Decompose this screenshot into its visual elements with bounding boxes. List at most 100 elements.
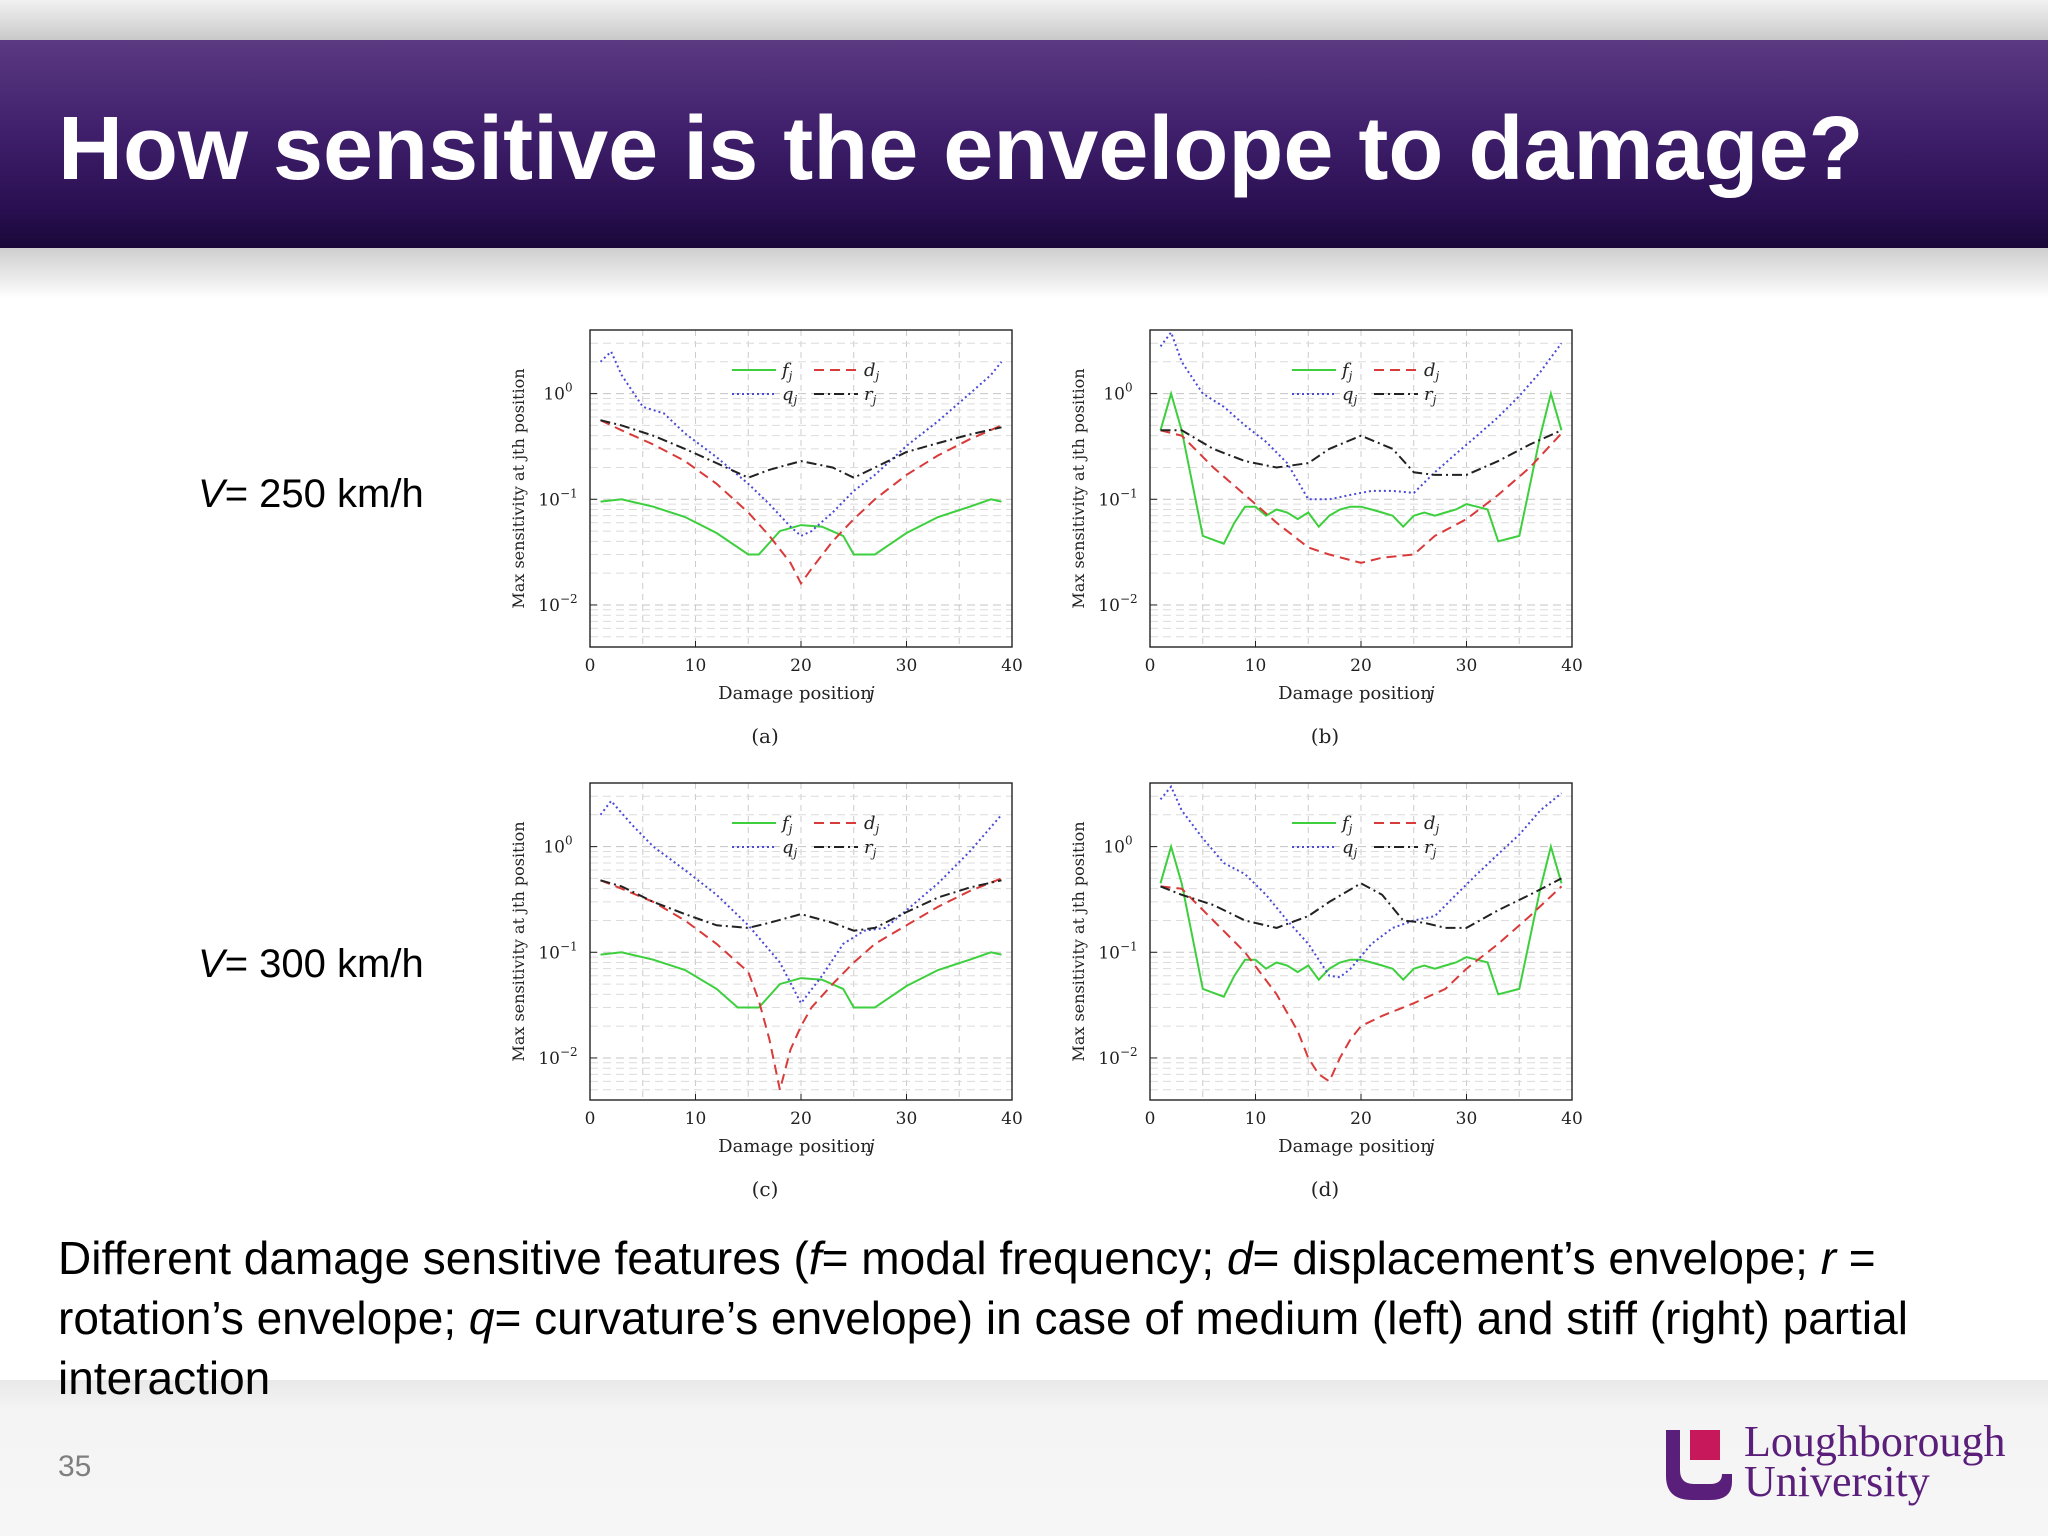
- legend: fj dj qj rj: [732, 360, 880, 407]
- panel-label: (b): [1311, 724, 1339, 748]
- y-tick-label: 100: [1103, 834, 1132, 858]
- series-line-f: [600, 951, 1002, 1009]
- title-banner: How sensitive is the envelope to damage?: [0, 40, 2048, 248]
- y-tick-label: 10−2: [1098, 1045, 1137, 1069]
- x-axis-label-j: j: [1425, 683, 1435, 704]
- x-axis-label: Damage position: [718, 683, 872, 704]
- legend-label: dj: [1424, 360, 1440, 383]
- x-tick-label: 20: [1350, 1109, 1372, 1129]
- legend-label: fj: [1340, 813, 1353, 836]
- caption: Different damage sensitive features (f= …: [58, 1228, 2018, 1408]
- series-line-r: [600, 879, 1002, 932]
- x-tick-label: 0: [1145, 1109, 1156, 1129]
- panel-label: (a): [751, 724, 779, 748]
- x-tick-label: 10: [685, 656, 707, 676]
- legend-label: qj: [782, 384, 798, 407]
- series-line-q: [1159, 330, 1563, 501]
- legend-label: rj: [864, 837, 877, 860]
- x-axis-label: Damage position: [718, 1136, 872, 1157]
- x-tick-label: 10: [1245, 656, 1267, 676]
- series-line-d: [600, 419, 1002, 586]
- grid: [589, 329, 1013, 648]
- velocity-symbol: V: [198, 472, 225, 516]
- velocity-value: = 250 km/h: [224, 472, 424, 516]
- legend-label: qj: [1342, 384, 1358, 407]
- y-tick-label: 100: [543, 834, 572, 858]
- row-label-250: V= 250 km/h: [198, 472, 424, 517]
- y-axis-label: Max sensitivity at jth position: [509, 821, 528, 1061]
- y-axis-label: Max sensitivity at jth position: [1069, 821, 1088, 1061]
- logo-mark-icon: [1666, 1430, 1732, 1500]
- velocity-value: = 300 km/h: [224, 942, 424, 986]
- x-tick-label: 20: [790, 1109, 812, 1129]
- series-line-d: [600, 877, 1002, 1091]
- y-tick-label: 10−1: [1098, 939, 1137, 963]
- legend-label: fj: [780, 360, 793, 383]
- top-strip: [0, 0, 2048, 40]
- series-line-f: [1159, 842, 1563, 998]
- series-line-d: [1160, 885, 1563, 1083]
- grid: [589, 782, 1013, 1101]
- chart-panel-2: 0 10 20 30 40 100 10−1 10−2 Damage position j Max…: [1069, 329, 1583, 748]
- caption-text: = displacement’s envelope;: [1252, 1232, 1821, 1284]
- y-axis-label: Max sensitivity at jth position: [1069, 368, 1088, 608]
- legend-label: qj: [782, 837, 798, 860]
- y-tick-label: 10−2: [538, 592, 577, 616]
- legend-label: rj: [1424, 384, 1437, 407]
- caption-text: = curvature’s envelope) in case of mediu…: [58, 1292, 1908, 1404]
- x-tick-label: 30: [896, 656, 918, 676]
- legend-label: dj: [864, 813, 880, 836]
- legend-label: rj: [1424, 837, 1437, 860]
- x-tick-label: 40: [1001, 1109, 1023, 1129]
- legend: fj dj qj rj: [732, 813, 880, 860]
- x-tick-label: 30: [1456, 1109, 1478, 1129]
- caption-text: Different damage sensitive features (: [58, 1232, 809, 1284]
- y-tick-label: 100: [543, 381, 572, 405]
- grid: [1149, 329, 1573, 648]
- slide-number: 35: [58, 1450, 92, 1483]
- legend-label: qj: [1342, 837, 1358, 860]
- banner-shadow: [0, 248, 2048, 298]
- legend-label: dj: [864, 360, 880, 383]
- x-axis-label-j: j: [1425, 1136, 1435, 1157]
- panel-label: (c): [752, 1177, 779, 1201]
- x-tick-label: 0: [1145, 656, 1156, 676]
- chart-panel-3: 0 10 20 30 40 100 10−1 10−2 Damage position j Max…: [509, 782, 1023, 1201]
- x-tick-label: 40: [1561, 1109, 1583, 1129]
- slide-title: How sensitive is the envelope to damage?: [58, 99, 1864, 199]
- series-line-f: [1159, 389, 1563, 545]
- x-tick-label: 0: [585, 656, 596, 676]
- legend: fj dj qj rj: [1292, 813, 1440, 860]
- x-tick-label: 40: [1001, 656, 1023, 676]
- logo-line1: Loughborough: [1744, 1417, 2006, 1466]
- x-tick-label: 0: [585, 1109, 596, 1129]
- legend-label: rj: [864, 384, 877, 407]
- y-axis-label: Max sensitivity at jth position: [509, 368, 528, 608]
- row-label-300: V= 300 km/h: [198, 942, 424, 987]
- caption-text: = rotation’s envelope;: [58, 1232, 1876, 1344]
- x-tick-label: 20: [1350, 656, 1372, 676]
- y-tick-label: 10−1: [538, 486, 577, 510]
- y-tick-label: 10−1: [1098, 486, 1137, 510]
- x-axis-label: Damage position: [1278, 1136, 1432, 1157]
- legend: fj dj qj rj: [1292, 360, 1440, 407]
- series-line-r: [600, 419, 1002, 479]
- logo-line2: University: [1744, 1457, 1930, 1506]
- y-tick-label: 10−1: [538, 939, 577, 963]
- caption-symbol-r: r: [1820, 1232, 1837, 1284]
- x-tick-label: 10: [1245, 1109, 1267, 1129]
- series-line-f: [600, 498, 1002, 556]
- x-tick-label: 10: [685, 1109, 707, 1129]
- velocity-symbol: V: [198, 942, 225, 986]
- y-tick-label: 100: [1103, 381, 1132, 405]
- chart-panel-4: 0 10 20 30 40 100 10−1 10−2 Damage position j Max…: [1069, 782, 1583, 1201]
- legend-label: fj: [1340, 360, 1353, 383]
- panel-label: (d): [1311, 1177, 1339, 1201]
- y-tick-label: 10−2: [1098, 592, 1137, 616]
- x-tick-label: 30: [1456, 656, 1478, 676]
- x-tick-label: 20: [790, 656, 812, 676]
- x-axis-label-j: j: [865, 1136, 875, 1157]
- series-line-d: [1160, 429, 1563, 564]
- caption-symbol-f: f: [808, 1232, 822, 1284]
- caption-symbol-d: d: [1226, 1232, 1253, 1284]
